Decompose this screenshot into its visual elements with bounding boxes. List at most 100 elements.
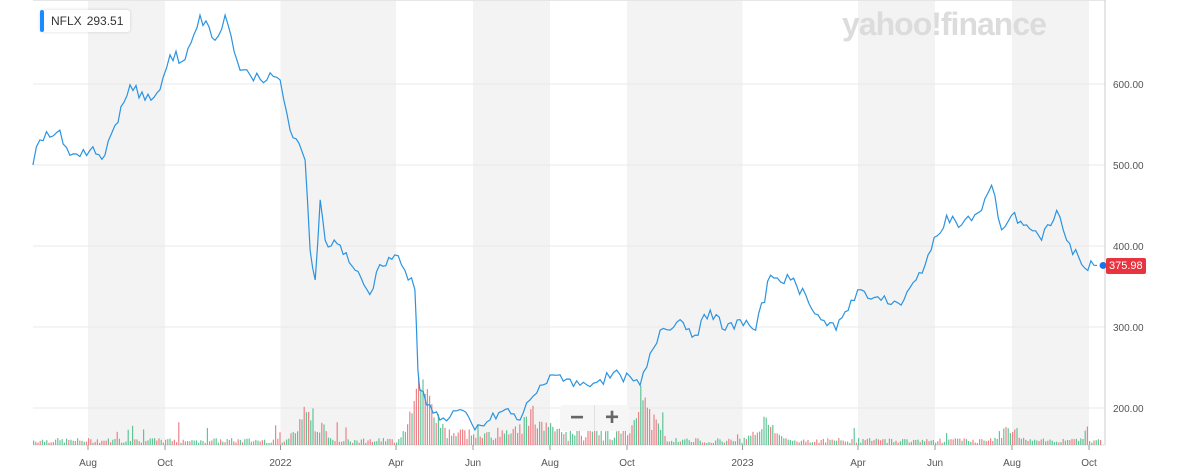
volume-bar <box>248 438 250 445</box>
volume-bar <box>253 441 255 445</box>
volume-bar <box>578 427 580 445</box>
volume-bar <box>1078 440 1080 445</box>
volume-bar <box>83 441 85 445</box>
volume-bar <box>48 442 50 445</box>
volume-bar <box>675 438 677 445</box>
volume-bar <box>132 425 134 445</box>
volume-bar <box>924 441 926 445</box>
volume-bar <box>308 411 310 445</box>
volume-bar <box>114 438 116 445</box>
volume-bar <box>37 442 39 445</box>
volume-bar <box>41 439 43 445</box>
volume-bar <box>616 431 618 445</box>
volume-bar <box>451 435 453 445</box>
volume-bar <box>521 433 523 445</box>
volume-bar <box>332 439 334 445</box>
volume-bar <box>222 441 224 445</box>
volume-bar <box>510 433 512 445</box>
volume-bar <box>492 439 494 445</box>
volume-bar <box>721 441 723 445</box>
volume-bar <box>640 386 642 445</box>
zoom-out-button[interactable]: − <box>569 404 584 431</box>
volume-bar <box>61 439 63 445</box>
zoom-in-button[interactable]: + <box>594 404 629 431</box>
volume-bar <box>72 440 74 445</box>
volume-bar <box>508 434 510 445</box>
volume-bar <box>787 439 789 445</box>
volume-bar <box>288 438 290 445</box>
volume-bar <box>827 438 829 445</box>
volume-bar <box>462 429 464 445</box>
volume-bar <box>686 438 688 445</box>
volume-bar <box>96 439 98 445</box>
volume-bar <box>816 439 818 445</box>
volume-bar <box>756 432 758 445</box>
volume-bar <box>523 417 525 445</box>
volume-bar <box>422 379 424 445</box>
volume-bar <box>151 438 153 445</box>
volume-bar <box>169 438 171 445</box>
volume-bar <box>1093 440 1095 445</box>
volume-bar <box>66 438 68 445</box>
volume-bar <box>842 440 844 445</box>
volume-bar <box>869 438 871 445</box>
volume-bar <box>35 441 37 445</box>
volume-bar <box>195 440 197 445</box>
volume-bar <box>886 442 888 445</box>
x-tick-label: Jun <box>465 458 481 469</box>
volume-bar <box>189 441 191 445</box>
volume-bar <box>400 437 402 445</box>
month-band <box>473 0 550 445</box>
volume-bar <box>712 442 714 445</box>
month-band <box>858 0 935 445</box>
volume-bar <box>609 439 611 445</box>
volume-bar <box>448 429 450 445</box>
volume-bar <box>902 439 904 445</box>
volume-bar <box>376 441 378 445</box>
volume-bar <box>365 442 367 445</box>
x-tick-label: Aug <box>1003 458 1021 469</box>
volume-bar <box>631 425 633 445</box>
volume-bar <box>404 431 406 445</box>
volume-bar <box>761 429 763 445</box>
volume-bar <box>341 441 343 445</box>
volume-bar <box>1062 438 1064 445</box>
volume-bar <box>875 438 877 445</box>
volume-bar <box>679 441 681 445</box>
x-tick-label: Oct <box>1081 458 1097 469</box>
volume-bar <box>950 439 952 445</box>
volume-bar <box>1067 440 1069 445</box>
volume-bar <box>209 441 211 445</box>
volume-bar <box>277 438 279 445</box>
volume-bar <box>642 400 644 445</box>
volume-bar <box>985 441 987 445</box>
volume-bar <box>431 404 433 445</box>
volume-bar <box>862 439 864 445</box>
volume-bar <box>305 412 307 445</box>
volume-bar <box>178 422 180 445</box>
x-tick-label: Apr <box>850 458 866 469</box>
volume-bar <box>68 439 70 445</box>
volume-bar <box>220 439 222 445</box>
volume-bar <box>138 441 140 445</box>
volume-bar <box>411 413 413 445</box>
volume-bar <box>358 442 360 445</box>
legend-color-bar <box>40 10 44 32</box>
volume-bar <box>231 438 233 445</box>
x-tick-label: Aug <box>541 458 559 469</box>
volume-bar <box>514 426 516 445</box>
volume-bar <box>754 435 756 445</box>
volume-bar <box>798 442 800 445</box>
volume-bar <box>103 440 105 445</box>
volume-bar <box>561 432 563 445</box>
volume-bar <box>484 433 486 445</box>
volume-bar <box>855 442 857 445</box>
volume-bar <box>666 441 668 445</box>
volume-bar <box>695 438 697 445</box>
volume-bar <box>776 433 778 445</box>
volume-bar <box>633 420 635 445</box>
volume-bar <box>763 416 765 445</box>
volume-bar <box>717 438 719 445</box>
